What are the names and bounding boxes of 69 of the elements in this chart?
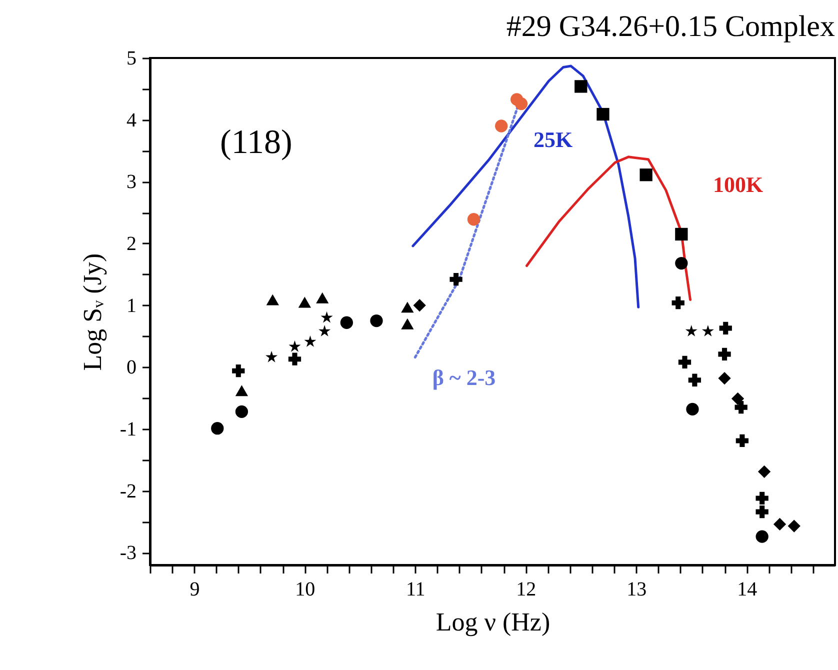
point	[756, 492, 768, 505]
y-tick-label: -3	[120, 542, 136, 564]
point	[675, 228, 688, 241]
point	[756, 530, 768, 543]
point	[211, 422, 224, 435]
point	[401, 318, 414, 330]
point	[340, 316, 353, 329]
point	[288, 352, 302, 366]
line-series	[412, 64, 640, 308]
point	[685, 324, 698, 336]
series-label: 100K	[712, 172, 764, 197]
point	[401, 302, 414, 313]
x-tick-label: 9	[190, 578, 200, 600]
point	[773, 518, 786, 531]
point	[675, 256, 688, 270]
point	[574, 80, 588, 93]
point	[731, 392, 744, 406]
point	[318, 324, 331, 336]
point	[718, 372, 731, 385]
x-tick-label: 10	[295, 578, 316, 600]
chart-title: #29 G34.26+0.15 Complex	[506, 10, 835, 43]
point	[450, 273, 462, 286]
x-tick-label: 13	[626, 578, 647, 600]
point	[688, 374, 702, 386]
point	[686, 402, 699, 416]
point	[467, 213, 480, 226]
series-label: β ~ 2-3	[432, 365, 496, 390]
point	[288, 340, 301, 352]
y-tick-label: 0	[126, 356, 136, 379]
point	[370, 314, 383, 328]
point	[235, 385, 248, 396]
point	[640, 168, 652, 182]
x-tick-label: 12	[516, 578, 536, 600]
point	[232, 364, 245, 378]
point	[235, 405, 248, 418]
y-tick-label: 1	[126, 294, 136, 317]
y-tick-label: -1	[120, 418, 136, 440]
point	[718, 348, 731, 360]
y-tick-label: 4	[126, 109, 136, 132]
point	[736, 434, 749, 448]
y-tick-label: 2	[126, 232, 136, 255]
point	[495, 120, 508, 132]
point	[298, 296, 311, 308]
x-tick-label: 11	[406, 578, 426, 600]
point	[678, 356, 692, 369]
point	[734, 401, 748, 414]
point	[413, 298, 426, 312]
point	[266, 350, 278, 362]
point	[514, 97, 528, 110]
series-label: 25K	[533, 127, 573, 152]
point	[672, 296, 684, 310]
point	[719, 322, 732, 335]
y-tick-label: -2	[120, 480, 136, 502]
point	[320, 311, 333, 323]
y-axis-title: Log Sᵥ (Jy)	[78, 253, 107, 371]
annotation: (118)	[220, 124, 292, 161]
point	[596, 108, 610, 121]
y-tick-label: 5	[126, 48, 136, 70]
point	[756, 506, 768, 518]
point	[266, 294, 279, 306]
line-series	[526, 156, 692, 301]
point	[702, 324, 714, 336]
x-axis-title: Log ν (Hz)	[436, 608, 550, 636]
point	[316, 292, 329, 304]
x-tick-label: 14	[737, 578, 758, 600]
point	[788, 520, 800, 532]
point	[304, 335, 316, 347]
y-tick-label: 3	[126, 171, 136, 194]
point	[758, 465, 771, 478]
